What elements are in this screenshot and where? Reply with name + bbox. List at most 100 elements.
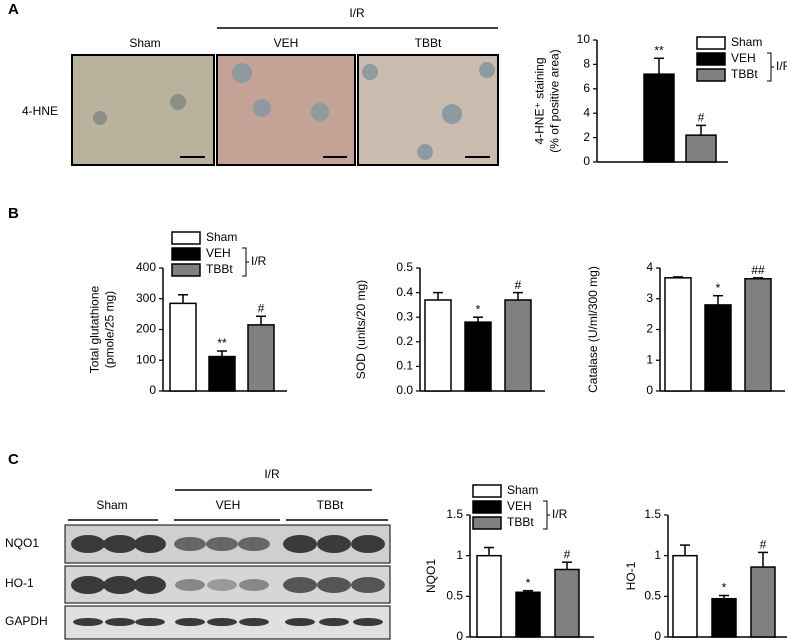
row-label: NQO1 — [5, 536, 39, 550]
column-label: Sham — [129, 36, 160, 50]
legend-label: Sham — [206, 230, 237, 244]
column-label: Sham — [96, 498, 127, 512]
bar — [750, 566, 776, 638]
legend-swatch — [696, 68, 726, 82]
y-tick-label: 4 — [646, 260, 653, 274]
bar — [711, 598, 737, 638]
legend-label: Sham — [731, 35, 762, 49]
bar — [464, 321, 492, 392]
significance-label: * — [716, 281, 721, 295]
significance-label: * — [476, 302, 481, 316]
group-label: I/R — [264, 467, 280, 481]
bar — [424, 299, 452, 392]
y-tick-label: 0.1 — [396, 359, 413, 373]
y-tick-label: 0.5 — [396, 260, 413, 274]
legend-swatch — [696, 36, 726, 50]
y-tick-label: 400 — [136, 260, 156, 274]
panel-label: C — [8, 451, 19, 468]
y-axis-label: Total glutathione — [88, 285, 102, 373]
significance-label: ** — [654, 43, 664, 57]
legend-bracket — [543, 500, 550, 530]
bar — [169, 302, 197, 392]
y-tick-label: 1.5 — [446, 507, 463, 521]
y-tick-label: 1 — [646, 352, 653, 366]
y-axis-label: Catalase (U/ml/300 mg) — [586, 266, 600, 393]
y-axis-label: HO-1 — [624, 561, 638, 590]
legend-group-label: I/R — [776, 59, 787, 73]
significance-label: # — [564, 547, 571, 561]
y-tick-label: 0.5 — [644, 589, 661, 603]
y-tick-label: 0 — [646, 383, 653, 397]
bar — [685, 134, 717, 163]
legend-group-label: I/R — [552, 507, 568, 521]
y-tick-label: 0.2 — [396, 334, 413, 348]
y-tick-label: 8 — [583, 57, 590, 71]
legend-swatch — [171, 231, 201, 245]
y-tick-label: 2 — [583, 130, 590, 144]
bar — [504, 299, 532, 392]
bar — [704, 304, 732, 392]
y-tick-label: 3 — [646, 291, 653, 305]
group-label: I/R — [349, 6, 365, 20]
legend-swatch — [472, 516, 502, 530]
row-label: 4-HNE — [22, 104, 58, 118]
micrographs — [71, 54, 499, 166]
legend-swatch — [171, 263, 201, 277]
bar — [744, 278, 772, 392]
row-label: HO-1 — [5, 576, 34, 590]
y-tick-label: 10 — [577, 32, 591, 46]
legend-label: VEH — [507, 499, 532, 513]
row-label: GAPDH — [5, 614, 48, 628]
y-tick-label: 0.4 — [396, 285, 413, 299]
significance-label: # — [515, 278, 522, 292]
legend-swatch — [472, 500, 502, 514]
bar — [476, 554, 502, 638]
bar — [643, 73, 675, 163]
legend-label: VEH — [206, 246, 231, 260]
significance-label: ** — [217, 336, 227, 350]
y-tick-label: 0 — [456, 629, 463, 642]
significance-label: ## — [751, 263, 765, 277]
legend-label: TBBt — [507, 515, 534, 529]
y-tick-label: 0 — [583, 154, 590, 168]
y-tick-label: 6 — [583, 81, 590, 95]
y-tick-label: 200 — [136, 322, 156, 336]
y-tick-label: 1.5 — [644, 507, 661, 521]
legend-label: TBBt — [731, 67, 758, 81]
column-label: TBBt — [415, 36, 442, 50]
significance-label: # — [698, 111, 705, 125]
y-axis-label: SOD (units/20 mg) — [354, 280, 368, 379]
y-tick-label: 1 — [654, 548, 661, 562]
y-tick-label: 0.5 — [446, 589, 463, 603]
bar — [515, 591, 541, 638]
bar — [672, 554, 698, 638]
column-label: VEH — [216, 498, 241, 512]
legend-label: Sham — [507, 483, 538, 497]
bar — [554, 568, 580, 638]
bar — [247, 324, 275, 392]
panel-label: B — [8, 205, 19, 222]
bar — [208, 355, 236, 392]
legend-swatch — [696, 52, 726, 66]
significance-label: * — [526, 576, 531, 590]
column-label: VEH — [274, 36, 299, 50]
y-axis-label: NQO1 — [424, 559, 438, 593]
panel-label: A — [8, 1, 19, 18]
y-tick-label: 100 — [136, 352, 156, 366]
legend-swatch — [171, 247, 201, 261]
legend-group-label: I/R — [251, 254, 267, 268]
y-tick-label: 1 — [456, 548, 463, 562]
y-tick-label: 0.0 — [396, 383, 413, 397]
y-tick-label: 300 — [136, 291, 156, 305]
y-tick-label: 0 — [654, 629, 661, 642]
legend-swatch — [472, 484, 502, 498]
legend-bracket — [767, 52, 774, 82]
y-tick-label: 4 — [583, 105, 590, 119]
legend-bracket — [242, 247, 249, 277]
column-label: TBBt — [317, 498, 344, 512]
y-tick-label: 0 — [149, 383, 156, 397]
legend-label: VEH — [731, 51, 756, 65]
significance-label: # — [760, 538, 767, 552]
significance-label: # — [258, 301, 265, 315]
blots — [64, 524, 391, 640]
